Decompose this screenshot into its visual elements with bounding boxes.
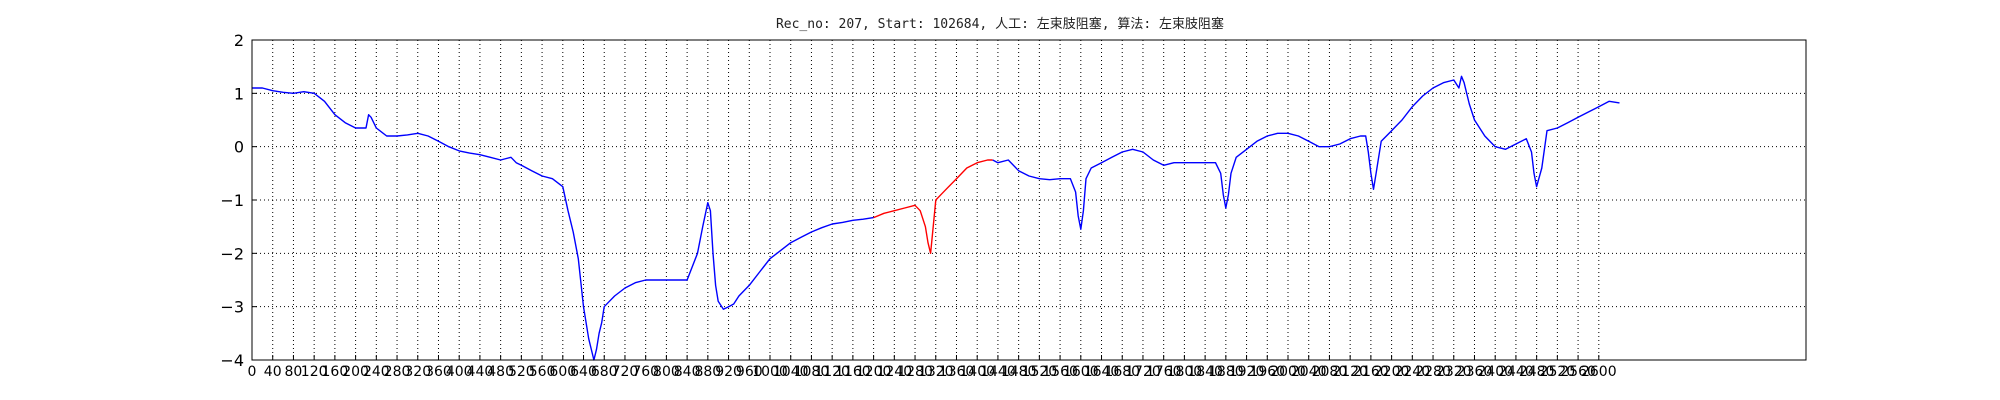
x-tick-label: 2240	[1394, 364, 1430, 380]
y-tick-label: −3	[220, 298, 244, 317]
x-tick-label: 520	[508, 364, 535, 380]
x-tick-label: 2560	[1560, 364, 1596, 380]
x-tick-label: 680	[591, 364, 618, 380]
x-tick-label: 1200	[856, 364, 892, 380]
x-tick-label: 1360	[939, 364, 975, 380]
y-tick-label: 1	[234, 84, 244, 103]
x-tick-label: 880	[694, 364, 721, 380]
x-tick-label: 840	[674, 364, 701, 380]
x-tick-label: 1160	[835, 364, 871, 380]
x-tick-label: 320	[404, 364, 431, 380]
x-tick-label: 640	[570, 364, 597, 380]
x-tick-label: 1680	[1104, 364, 1140, 380]
x-tick-label: 2040	[1291, 364, 1327, 380]
y-tick-label: 2	[234, 31, 244, 50]
x-tick-label: 2360	[1457, 364, 1493, 380]
x-tick-label: 2320	[1436, 364, 1472, 380]
y-axis: 2 1 0 −1 −2 −3 −4	[220, 31, 257, 370]
x-tick-label: 960	[736, 364, 763, 380]
x-tick-label: 1640	[1084, 364, 1120, 380]
y-tick-label: −1	[220, 191, 244, 210]
x-tick-label: 1880	[1208, 364, 1244, 380]
x-tick-label: 1040	[773, 364, 809, 380]
x-tick-label: 2480	[1519, 364, 1555, 380]
x-tick-label: 600	[549, 364, 576, 380]
x-tick-label: 1760	[1146, 364, 1182, 380]
series-line-2	[992, 75, 1620, 231]
x-tick-label: 1280	[897, 364, 933, 380]
x-tick-label: 1600	[1063, 364, 1099, 380]
x-tick-label: 40	[264, 364, 282, 380]
series-line-1	[873, 159, 993, 255]
y-tick-label: −4	[220, 351, 244, 370]
x-tick-label: 360	[425, 364, 452, 380]
x-tick-label: 560	[529, 364, 556, 380]
x-tick-label: 1400	[959, 364, 995, 380]
x-tick-label: 2520	[1540, 364, 1576, 380]
x-tick-label: 480	[487, 364, 514, 380]
x-tick-label: 0	[248, 364, 257, 380]
x-tick-label: 1520	[1022, 364, 1058, 380]
x-tick-label: 1440	[980, 364, 1016, 380]
x-tick-label: 160	[322, 364, 349, 380]
x-tick-label: 2600	[1581, 364, 1617, 380]
x-tick-label: 1960	[1249, 364, 1285, 380]
x-tick-label: 1720	[1125, 364, 1161, 380]
y-tick-label: 0	[234, 138, 244, 157]
x-tick-label: 800	[653, 364, 680, 380]
x-tick-label: 1840	[1187, 364, 1223, 380]
x-tick-label: 1560	[1042, 364, 1078, 380]
x-tick-label: 400	[446, 364, 473, 380]
x-tick-label: 720	[612, 364, 639, 380]
x-tick-label: 1000	[752, 364, 788, 380]
x-tick-label: 120	[301, 364, 328, 380]
x-tick-label: 2080	[1312, 364, 1348, 380]
x-tick-label: 760	[632, 364, 659, 380]
x-tick-label: 2400	[1477, 364, 1513, 380]
x-axis: 0 40 8012016020024028032036040044048052056…	[248, 355, 1617, 380]
x-tick-label: 2120	[1332, 364, 1368, 380]
x-tick-label: 440	[467, 364, 494, 380]
chart-title: Rec_no: 207, Start: 102684, 人工: 左束肢阻塞, 算…	[776, 16, 1224, 32]
x-tick-label: 1920	[1229, 364, 1265, 380]
x-tick-label: 1240	[876, 364, 912, 380]
series-line-0	[252, 87, 874, 361]
y-tick-label: −2	[220, 244, 244, 263]
x-tick-label: 1120	[814, 364, 850, 380]
x-tick-label: 280	[384, 364, 411, 380]
x-tick-label: 2200	[1374, 364, 1410, 380]
series-layer	[252, 75, 1620, 361]
x-tick-label: 1080	[794, 364, 830, 380]
x-tick-label: 240	[363, 364, 390, 380]
x-tick-label: 1800	[1167, 364, 1203, 380]
x-tick-label: 2280	[1415, 364, 1451, 380]
x-tick-label: 920	[715, 364, 742, 380]
x-tick-label: 80	[285, 364, 303, 380]
x-tick-label: 2440	[1498, 364, 1534, 380]
x-tick-label: 200	[342, 364, 369, 380]
x-tick-label: 1480	[1001, 364, 1037, 380]
x-tick-label: 2000	[1270, 364, 1306, 380]
x-tick-label: 1320	[918, 364, 954, 380]
x-tick-label: 2160	[1353, 364, 1389, 380]
